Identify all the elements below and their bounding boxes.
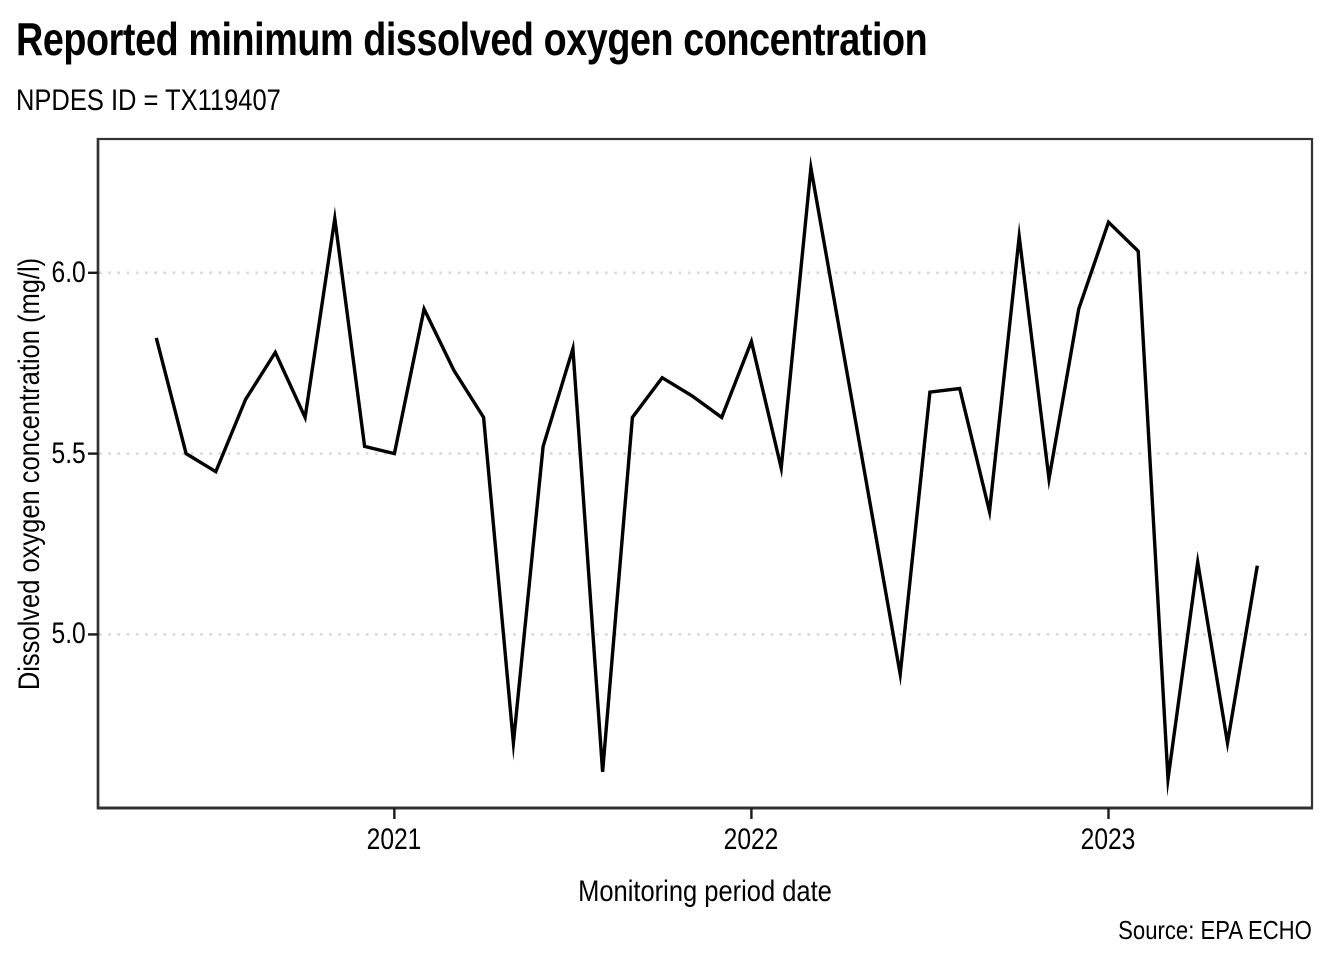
source-note: Source: EPA ECHO bbox=[1118, 915, 1312, 945]
chart-subtitle: NPDES ID = TX119407 bbox=[16, 84, 281, 117]
panel-border bbox=[96, 137, 1314, 810]
y-tick-label: 5.0 bbox=[51, 617, 86, 651]
data-line bbox=[154, 155, 1259, 797]
axis-ticks bbox=[88, 271, 1110, 819]
data-series bbox=[154, 155, 1259, 797]
chart-title: Reported minimum dissolved oxygen concen… bbox=[16, 13, 928, 65]
x-axis-title: Monitoring period date bbox=[578, 875, 832, 908]
panel-frame bbox=[96, 137, 1314, 810]
x-tick-label: 2022 bbox=[724, 823, 779, 856]
x-tick-label: 2021 bbox=[366, 823, 422, 856]
y-tick-label: 6.0 bbox=[51, 255, 86, 289]
gridlines bbox=[99, 271, 1311, 636]
x-tick-label: 2023 bbox=[1081, 823, 1136, 856]
y-axis-title: Dissolved oxygen concentration (mg/l) bbox=[13, 257, 46, 691]
y-tick-label: 5.5 bbox=[51, 436, 86, 470]
